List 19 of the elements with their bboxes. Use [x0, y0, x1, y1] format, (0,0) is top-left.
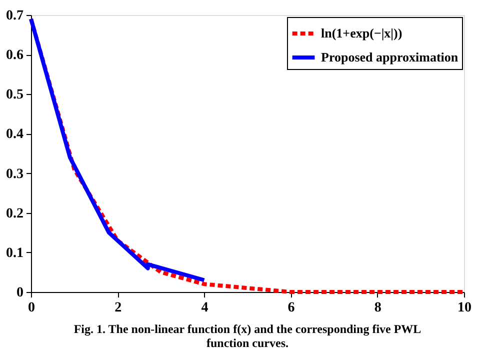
y-tick-label: 0.2 — [6, 206, 24, 222]
y-tick-label: 0.5 — [6, 88, 24, 103]
y-tick-label: 0.7 — [6, 8, 24, 24]
x-tick-label: 6 — [288, 300, 295, 316]
y-tick-label: 0 — [16, 286, 24, 300]
y-tick-label: 0.4 — [6, 127, 24, 142]
x-tick-label: 0 — [28, 300, 35, 316]
legend-label: Proposed approximation — [321, 50, 459, 64]
y-tick-label: 0.1 — [6, 246, 24, 261]
x-tick-label: 4 — [201, 300, 208, 316]
x-tick-label: 8 — [374, 300, 382, 316]
x-tick-label: 10 — [458, 300, 472, 316]
legend-label: ln(1+exp(−|x|)) — [321, 26, 402, 40]
caption: Fig. 1. The non-linear function f(x) and the corresponding five PWL function curves. — [74, 322, 422, 350]
x-tick-label: 2 — [114, 300, 122, 316]
y-tick-label: 0.6 — [6, 48, 24, 64]
y-tick-label: 0.3 — [6, 166, 24, 182]
line-series — [29, 16, 466, 294]
line-series — [29, 16, 206, 282]
